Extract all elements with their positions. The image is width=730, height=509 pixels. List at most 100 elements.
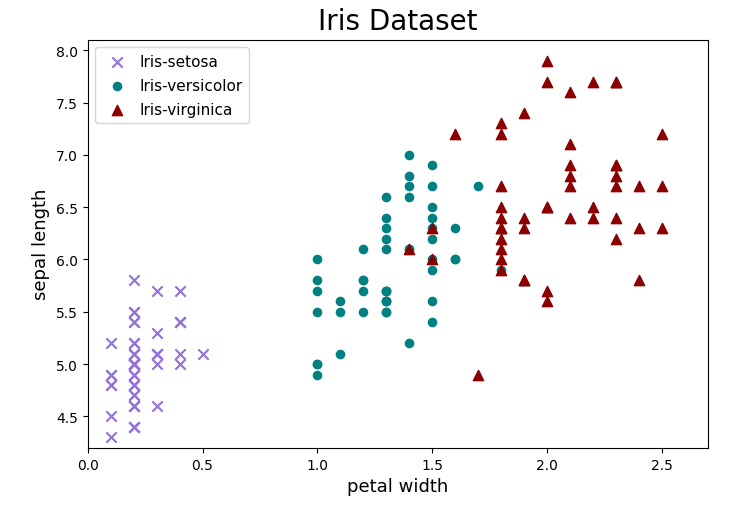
Iris-versicolor — [450, 256, 461, 264]
Iris-versicolor — [426, 183, 438, 191]
Iris-setosa — [128, 360, 139, 369]
Iris-virginica — [542, 204, 553, 212]
Iris-setosa — [174, 319, 185, 327]
Iris-setosa — [150, 350, 162, 358]
Iris-versicolor — [404, 173, 415, 181]
Iris-versicolor — [312, 256, 323, 264]
Iris-versicolor — [426, 298, 438, 306]
Iris-versicolor — [380, 287, 392, 295]
Iris-versicolor — [404, 245, 415, 253]
Iris-versicolor — [426, 162, 438, 170]
Iris-virginica — [404, 245, 415, 253]
Iris-setosa — [128, 350, 139, 358]
Iris-versicolor — [312, 277, 323, 285]
Iris-virginica — [610, 183, 622, 191]
Iris-setosa — [174, 287, 185, 295]
Iris-setosa — [150, 360, 162, 369]
Iris-virginica — [518, 224, 530, 233]
Iris-virginica — [610, 78, 622, 87]
Iris-setosa — [128, 402, 139, 410]
Iris-setosa — [128, 350, 139, 358]
Iris-setosa — [104, 340, 116, 348]
Iris-virginica — [426, 256, 438, 264]
Iris-setosa — [128, 350, 139, 358]
Iris-virginica — [610, 173, 622, 181]
Iris-versicolor — [450, 224, 461, 233]
Iris-virginica — [518, 110, 530, 118]
Iris-virginica — [472, 371, 484, 379]
Iris-setosa — [196, 350, 208, 358]
Iris-virginica — [564, 141, 576, 149]
Iris-virginica — [588, 214, 599, 222]
Y-axis label: sepal length: sepal length — [32, 189, 50, 300]
Iris-setosa — [128, 277, 139, 285]
Iris-setosa — [174, 350, 185, 358]
Iris-setosa — [174, 360, 185, 369]
Iris-virginica — [518, 214, 530, 222]
Iris-setosa — [128, 308, 139, 316]
Iris-virginica — [496, 256, 507, 264]
Legend: Iris-setosa, Iris-versicolor, Iris-virginica: Iris-setosa, Iris-versicolor, Iris-virgi… — [95, 48, 249, 124]
Iris-setosa — [128, 402, 139, 410]
Iris-virginica — [496, 120, 507, 128]
Iris-setosa — [174, 319, 185, 327]
Iris-setosa — [128, 423, 139, 431]
Iris-versicolor — [358, 277, 369, 285]
Iris-virginica — [496, 266, 507, 274]
Iris-versicolor — [404, 340, 415, 348]
Iris-versicolor — [404, 152, 415, 160]
Iris-virginica — [634, 277, 645, 285]
Iris-virginica — [588, 78, 599, 87]
Iris-versicolor — [358, 287, 369, 295]
Iris-versicolor — [404, 245, 415, 253]
Iris-setosa — [128, 402, 139, 410]
Iris-virginica — [542, 204, 553, 212]
Iris-setosa — [174, 319, 185, 327]
Iris-versicolor — [404, 193, 415, 202]
Iris-setosa — [150, 287, 162, 295]
Iris-setosa — [128, 319, 139, 327]
Iris-virginica — [496, 224, 507, 233]
Iris-versicolor — [426, 235, 438, 243]
Iris-virginica — [656, 183, 668, 191]
Iris-virginica — [610, 162, 622, 170]
Iris-setosa — [104, 371, 116, 379]
Iris-setosa — [128, 360, 139, 369]
Iris-versicolor — [380, 298, 392, 306]
Iris-versicolor — [380, 193, 392, 202]
Iris-setosa — [150, 329, 162, 337]
Iris-setosa — [128, 391, 139, 400]
Iris-setosa — [104, 371, 116, 379]
Iris-versicolor — [404, 183, 415, 191]
Iris-virginica — [496, 235, 507, 243]
Iris-virginica — [496, 245, 507, 253]
Iris-setosa — [128, 423, 139, 431]
Iris-setosa — [128, 360, 139, 369]
Iris-virginica — [564, 214, 576, 222]
Iris-virginica — [518, 277, 530, 285]
Iris-setosa — [104, 433, 116, 441]
Iris-setosa — [128, 360, 139, 369]
Iris-setosa — [104, 412, 116, 420]
Iris-virginica — [542, 287, 553, 295]
Iris-setosa — [128, 340, 139, 348]
Iris-versicolor — [426, 214, 438, 222]
Iris-versicolor — [358, 277, 369, 285]
Iris-setosa — [150, 350, 162, 358]
Title: Iris Dataset: Iris Dataset — [318, 8, 477, 36]
Iris-virginica — [610, 162, 622, 170]
Iris-virginica — [564, 173, 576, 181]
Iris-virginica — [656, 224, 668, 233]
Iris-setosa — [104, 381, 116, 389]
Iris-versicolor — [496, 266, 507, 274]
Iris-versicolor — [426, 266, 438, 274]
Iris-virginica — [588, 204, 599, 212]
Iris-versicolor — [334, 298, 346, 306]
Iris-virginica — [542, 298, 553, 306]
Iris-versicolor — [380, 298, 392, 306]
Iris-versicolor — [380, 214, 392, 222]
Iris-versicolor — [380, 308, 392, 316]
Iris-setosa — [128, 371, 139, 379]
Iris-setosa — [128, 308, 139, 316]
Iris-versicolor — [472, 183, 484, 191]
